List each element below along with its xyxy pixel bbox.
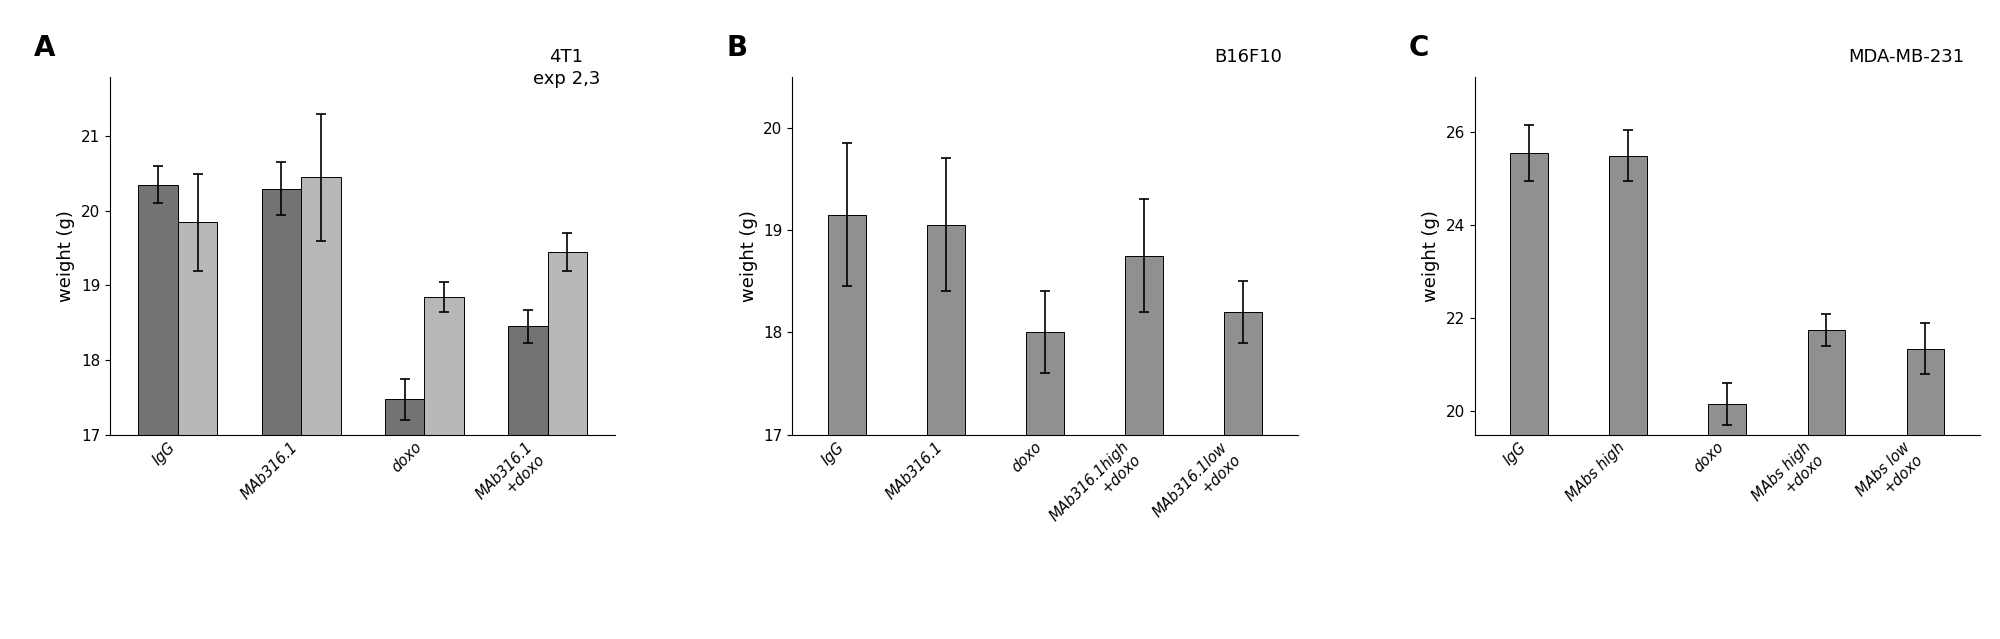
Text: MDA-MB-231: MDA-MB-231 xyxy=(1848,48,1964,66)
Bar xyxy=(384,399,424,639)
Text: 4T1
exp 2,3: 4T1 exp 2,3 xyxy=(532,48,600,88)
Text: B16F10: B16F10 xyxy=(1214,48,1282,66)
Bar xyxy=(1708,404,1746,639)
Bar xyxy=(1510,153,1548,639)
Bar xyxy=(1610,156,1648,639)
Bar xyxy=(1126,256,1162,639)
Y-axis label: weight (g): weight (g) xyxy=(1422,210,1440,302)
Bar xyxy=(548,252,588,639)
Bar xyxy=(1224,312,1262,639)
Text: B: B xyxy=(726,34,748,62)
Bar xyxy=(1906,348,1944,639)
Bar xyxy=(1026,332,1064,639)
Text: A: A xyxy=(34,34,56,62)
Bar xyxy=(928,225,964,639)
Bar xyxy=(828,215,866,639)
Text: C: C xyxy=(1408,34,1430,62)
Bar xyxy=(424,296,464,639)
Bar xyxy=(138,185,178,639)
Y-axis label: weight (g): weight (g) xyxy=(58,210,76,302)
Y-axis label: weight (g): weight (g) xyxy=(740,210,758,302)
Bar xyxy=(178,222,218,639)
Bar xyxy=(262,189,302,639)
Bar xyxy=(508,327,548,639)
Bar xyxy=(302,178,340,639)
Bar xyxy=(1808,330,1846,639)
